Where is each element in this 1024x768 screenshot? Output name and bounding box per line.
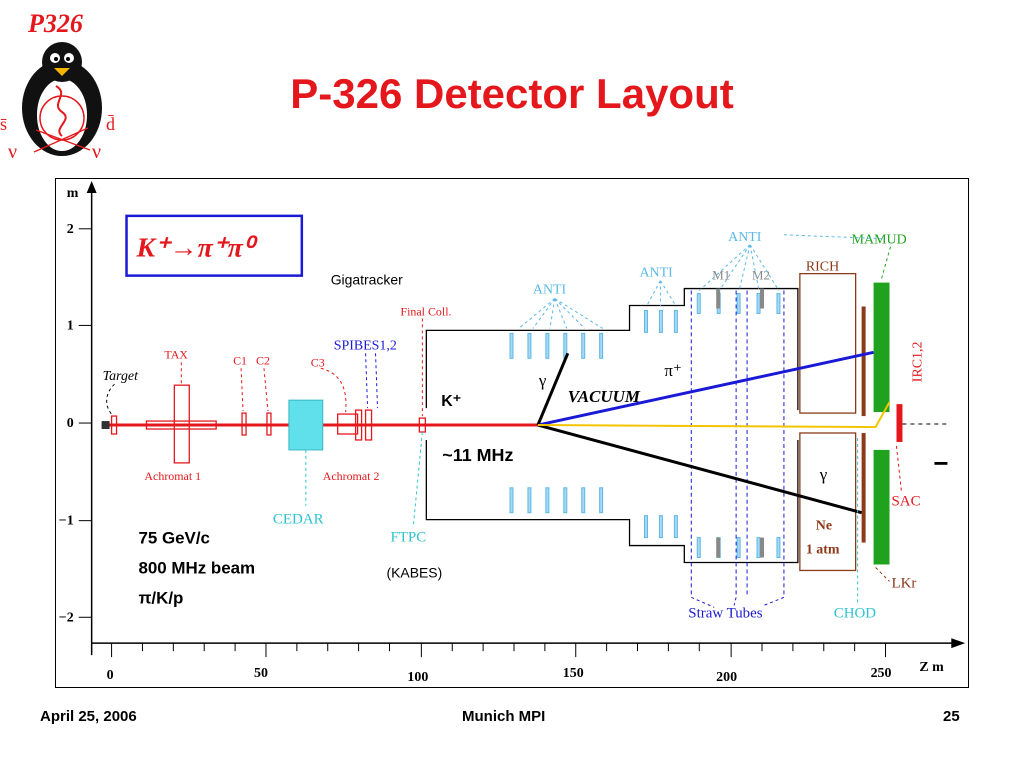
beam-rate-label: 800 MHz beam	[138, 558, 255, 577]
c3-label: C3	[311, 355, 325, 369]
neon-label: Ne	[816, 519, 832, 534]
anti-label-2: ANTI	[639, 266, 673, 281]
logo-sbar: s̄	[0, 114, 7, 134]
c1-label: C1	[233, 353, 247, 367]
label-arrows	[106, 234, 902, 608]
gigatracker-label: Gigatracker	[331, 272, 403, 288]
achromat1-label: Achromat 1	[144, 469, 201, 483]
logo-nu-right: ν	[92, 141, 101, 163]
vacuum-label: VACUUM	[568, 387, 641, 406]
decay-formula: K⁺→π⁺π⁰	[135, 233, 258, 264]
kabes-label: (KABES)	[386, 564, 442, 580]
x-axis-unit: Z m	[919, 660, 944, 675]
y-tick-label: 1	[67, 318, 74, 333]
y-tick-label: −1	[59, 514, 74, 529]
vacuum-tank	[425, 287, 799, 564]
x-tick-label: 200	[716, 670, 737, 685]
anti-veto-rings	[509, 293, 781, 559]
rich-label: RICH	[806, 260, 839, 275]
footer-venue: Munich MPI	[462, 708, 546, 725]
logo-label: P326	[27, 9, 83, 38]
magnets	[716, 288, 765, 558]
x-tick-label: 0	[107, 668, 114, 683]
penguin-icon	[22, 42, 102, 156]
tax-label: TAX	[164, 347, 188, 361]
mamud-detector	[873, 282, 890, 413]
y-axis: m 2 1 0 −1 −2	[59, 180, 97, 656]
m2-label: M2	[752, 268, 770, 283]
rich-detector	[799, 272, 857, 414]
rich-detector-lower	[799, 432, 857, 572]
spibes-label: SPIBES1,2	[334, 338, 397, 353]
page-title: P-326 Detector Layout	[290, 70, 734, 117]
y-tick-label: −2	[59, 610, 74, 625]
gamma-label-2: γ	[819, 465, 828, 484]
achromat2-label: Achromat 2	[323, 469, 380, 483]
lkr-label: LKr	[892, 575, 917, 591]
x-axis: 0 50 100 150 200 250 Z m	[91, 638, 966, 685]
footer-page-number: 25	[943, 708, 960, 725]
y-axis-unit: m	[67, 186, 79, 201]
target-label: Target	[103, 369, 140, 384]
mamud-detector-lower	[873, 449, 890, 565]
mamud-label: MAMUD	[852, 233, 907, 248]
chod-label: CHOD	[834, 605, 877, 621]
cedar-label: CEDAR	[273, 512, 324, 528]
beam-composition-label: π/K/p	[138, 588, 183, 607]
atm-label: 1 atm	[806, 543, 840, 558]
beam-elements	[110, 384, 426, 464]
y-tick-label: 0	[67, 416, 74, 431]
x-tick-label: 100	[407, 670, 428, 685]
target-marker	[101, 421, 110, 430]
straw-tube-lines	[690, 290, 785, 598]
detector-diagram: m 2 1 0 −1 −2 0 50 100 150	[55, 178, 969, 688]
beam-momentum-label: 75 GeV/c	[138, 529, 210, 548]
kplus-label: K⁺	[441, 393, 461, 410]
anti-label-1: ANTI	[533, 283, 567, 298]
sac-label: SAC	[892, 494, 921, 510]
m1-label: M1	[712, 268, 730, 283]
gamma-label-1: γ	[538, 371, 547, 390]
gamma-track-up	[536, 352, 570, 426]
straw-label: Straw Tubes	[688, 605, 762, 621]
footer-date: April 25, 2006	[40, 708, 137, 725]
neutral-track	[537, 401, 891, 429]
rich-mirror-lower	[861, 433, 866, 543]
x-tick-label: 250	[871, 666, 892, 681]
pi-plus-track	[537, 350, 874, 427]
cedar-detector	[288, 399, 324, 451]
gamma-track-down	[537, 423, 863, 515]
y-tick-label: 2	[67, 222, 74, 237]
logo-nu-left: ν	[8, 141, 17, 163]
rich-mirror	[861, 306, 866, 417]
ftpc-label: FTPC	[390, 530, 426, 546]
final-coll-label: Final Coll.	[400, 304, 451, 318]
decay-box	[125, 214, 304, 277]
irc-label: IRC1,2	[910, 342, 925, 383]
x-tick-label: 150	[563, 666, 584, 681]
frequency-label: ~11 MHz	[442, 445, 513, 465]
minus-label: −	[933, 450, 948, 478]
x-tick-label: 50	[254, 666, 268, 681]
piplus-label: π⁺	[664, 361, 681, 380]
logo-dbar: d̄	[106, 114, 115, 134]
p326-logo: P326 s̄ d̄ ν ν	[0, 9, 115, 163]
c2-label: C2	[256, 353, 270, 367]
sac-detector	[896, 404, 903, 442]
anti-label-3: ANTI	[728, 230, 762, 245]
